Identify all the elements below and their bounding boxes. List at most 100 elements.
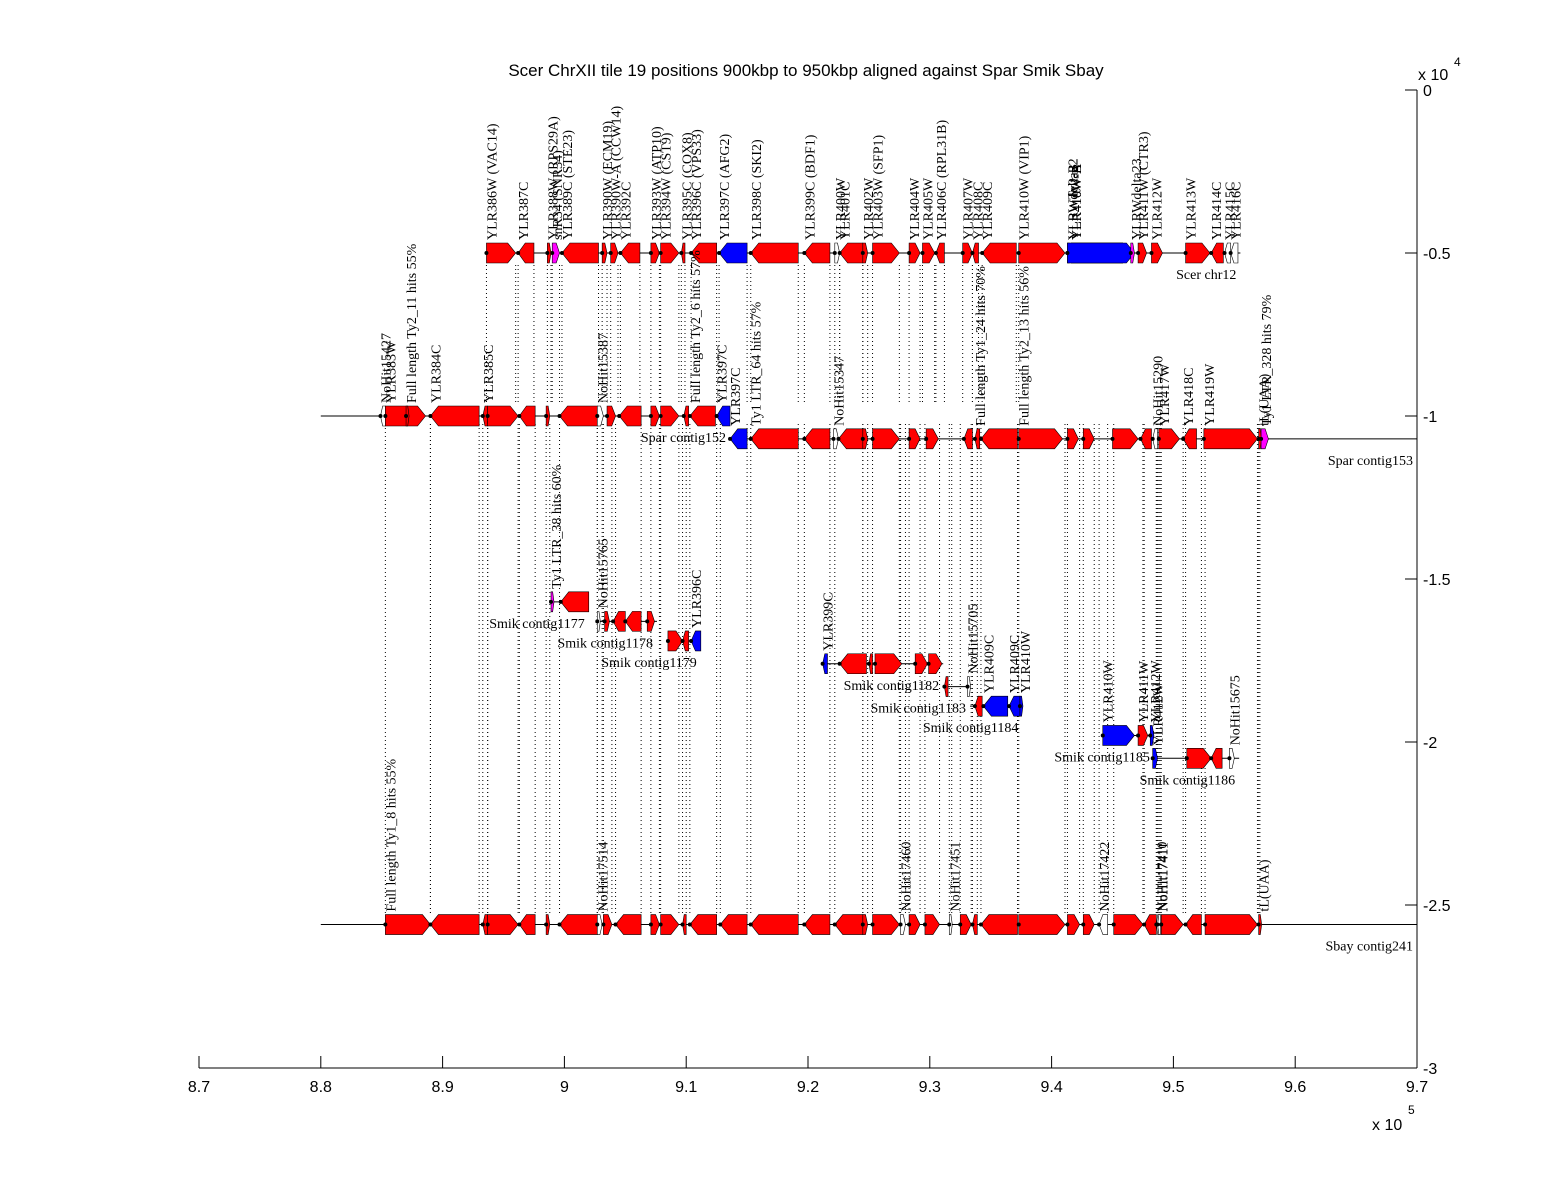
x-tick-label: 9.4 (1040, 1079, 1062, 1096)
gene-arrow (718, 242, 748, 264)
gene-boundary-dot (559, 251, 564, 255)
gene-arrow (719, 914, 748, 935)
track: NoHit15705 Smik contig1183 (870, 604, 981, 717)
gene-label: YLR388W (RPS29A) (546, 116, 561, 240)
gene-arrow (925, 428, 939, 450)
gene-arrow (430, 405, 480, 427)
gene-arrow (908, 914, 921, 935)
gene-arrow (839, 653, 867, 675)
gene-arrow (603, 914, 613, 935)
gene-boundary-dot (1149, 251, 1154, 255)
gene-boundary-dot (1228, 251, 1233, 255)
x-exponent-base: x 10 (1372, 1117, 1402, 1134)
gene-boundary-dot (600, 251, 605, 255)
y-tick-label: -2.5 (1423, 898, 1451, 915)
gene-arrow (1158, 428, 1180, 450)
gene-boundary-dot (1136, 251, 1141, 255)
gene-boundary-dot (978, 922, 983, 927)
gene-boundary-dot (550, 251, 555, 255)
gene-arrow (908, 428, 921, 450)
gene-boundary-dot (958, 922, 963, 927)
gene-label: YLR410W (1019, 630, 1034, 693)
gene-label: Full length Ty1_24 hits 70% (974, 266, 989, 426)
gene-boundary-dot (601, 922, 606, 927)
gene-arrow (1185, 914, 1202, 935)
gene-boundary-dot (1181, 436, 1186, 441)
gene-arrow (862, 428, 868, 450)
gene-label: YLR410W (VIP1) (1018, 135, 1033, 240)
track: YLR397C Ty1 LTR_64 hits 57% NoHit15347 Full… (728, 266, 1417, 469)
gene-boundary-dot (860, 436, 865, 441)
gene-boundary-dot (557, 922, 562, 927)
gene-arrow (803, 914, 831, 935)
gene-boundary-dot (933, 251, 938, 255)
gene-boundary-dot (595, 414, 600, 418)
gene-label: YLR397C (716, 345, 731, 403)
gene-arrow (690, 242, 717, 264)
gene-boundary-dot (872, 661, 877, 666)
gene-boundary-dot (517, 414, 522, 418)
gene-boundary-dot (898, 922, 903, 927)
gene-arrow (980, 428, 1018, 450)
gene-label: YLR387C (517, 182, 532, 240)
gene-label: YLR409C (982, 635, 997, 693)
gene-boundary-dot (480, 922, 485, 927)
gene-arrow (646, 611, 655, 632)
gene-boundary-dot (516, 251, 521, 255)
gene-label: YLR415C (1224, 182, 1239, 240)
gene-label: YLR394W (CST9) (660, 132, 675, 240)
gene-boundary-dot (907, 922, 912, 927)
gene-boundary-dot (728, 436, 733, 441)
gene-arrow (606, 405, 616, 427)
x-axis: 8.7 8.8 8.9 9 9.1 9.2 9.3 9.4 9.5 9.6 9.7 (188, 1056, 1428, 1096)
gene-label: NoHit17451 (948, 842, 963, 912)
x-tick-label: 9.2 (797, 1079, 819, 1096)
gene-label: YLR403W (SFP1) (872, 135, 887, 240)
gene-arrow (834, 914, 864, 935)
gene-arrow (872, 242, 900, 264)
x-exponent-power: 5 (1408, 1103, 1415, 1117)
gene-arrow (1018, 914, 1066, 935)
gene-boundary-dot (960, 251, 965, 255)
gene-boundary-dot (680, 638, 685, 643)
gene-boundary-dot (1209, 756, 1214, 761)
contig-label: Smik contig1179 (601, 656, 697, 671)
gene-label: YLR419W (1203, 363, 1218, 426)
y-tick-label: -1.5 (1423, 572, 1451, 589)
gene-arrow (559, 914, 598, 935)
gene-arrow (650, 405, 660, 427)
y-exponent-base: x 10 (1418, 67, 1448, 84)
gene-arrow (551, 242, 560, 264)
gene-boundary-dot (1142, 922, 1147, 927)
contig-label: Smik contig1186 (1140, 773, 1236, 788)
gene-label: YLR414C (1210, 182, 1225, 240)
gene-arrow (983, 695, 1009, 717)
gene-arrow (1229, 747, 1235, 769)
gene-boundary-dot (748, 251, 753, 255)
gene-boundary-dot (383, 922, 388, 927)
gene-boundary-dot (870, 922, 875, 927)
gene-boundary-dot (1156, 436, 1161, 441)
gene-boundary-dot (544, 922, 549, 927)
gene-label: YLR396C (690, 570, 705, 628)
gene-boundary-dot (1209, 251, 1214, 255)
gene-label: YLR410W (1102, 659, 1117, 722)
gene-boundary-dot (595, 922, 600, 927)
gene-label: YLR401C (839, 182, 854, 240)
gene-boundary-dot (1065, 922, 1070, 927)
x-tick-label: 9.1 (675, 1079, 697, 1096)
gene-arrow (1137, 242, 1147, 264)
gene-arrow (962, 242, 973, 264)
x-tick-label: 9 (560, 1079, 569, 1096)
y-exponent-power: 4 (1454, 55, 1461, 69)
gene-boundary-dot (1097, 922, 1102, 927)
gene-boundary-dot (617, 414, 622, 418)
chart-title: Scer ChrXII tile 19 positions 900kbp to … (508, 61, 1104, 80)
gene-arrow (839, 242, 864, 264)
gene-label: tL(UAA) (1258, 373, 1273, 425)
gene-arrow (1260, 428, 1269, 450)
gene-boundary-dot (965, 684, 970, 689)
gene-arrow (1113, 914, 1144, 935)
gene-boundary-dot (907, 436, 912, 441)
